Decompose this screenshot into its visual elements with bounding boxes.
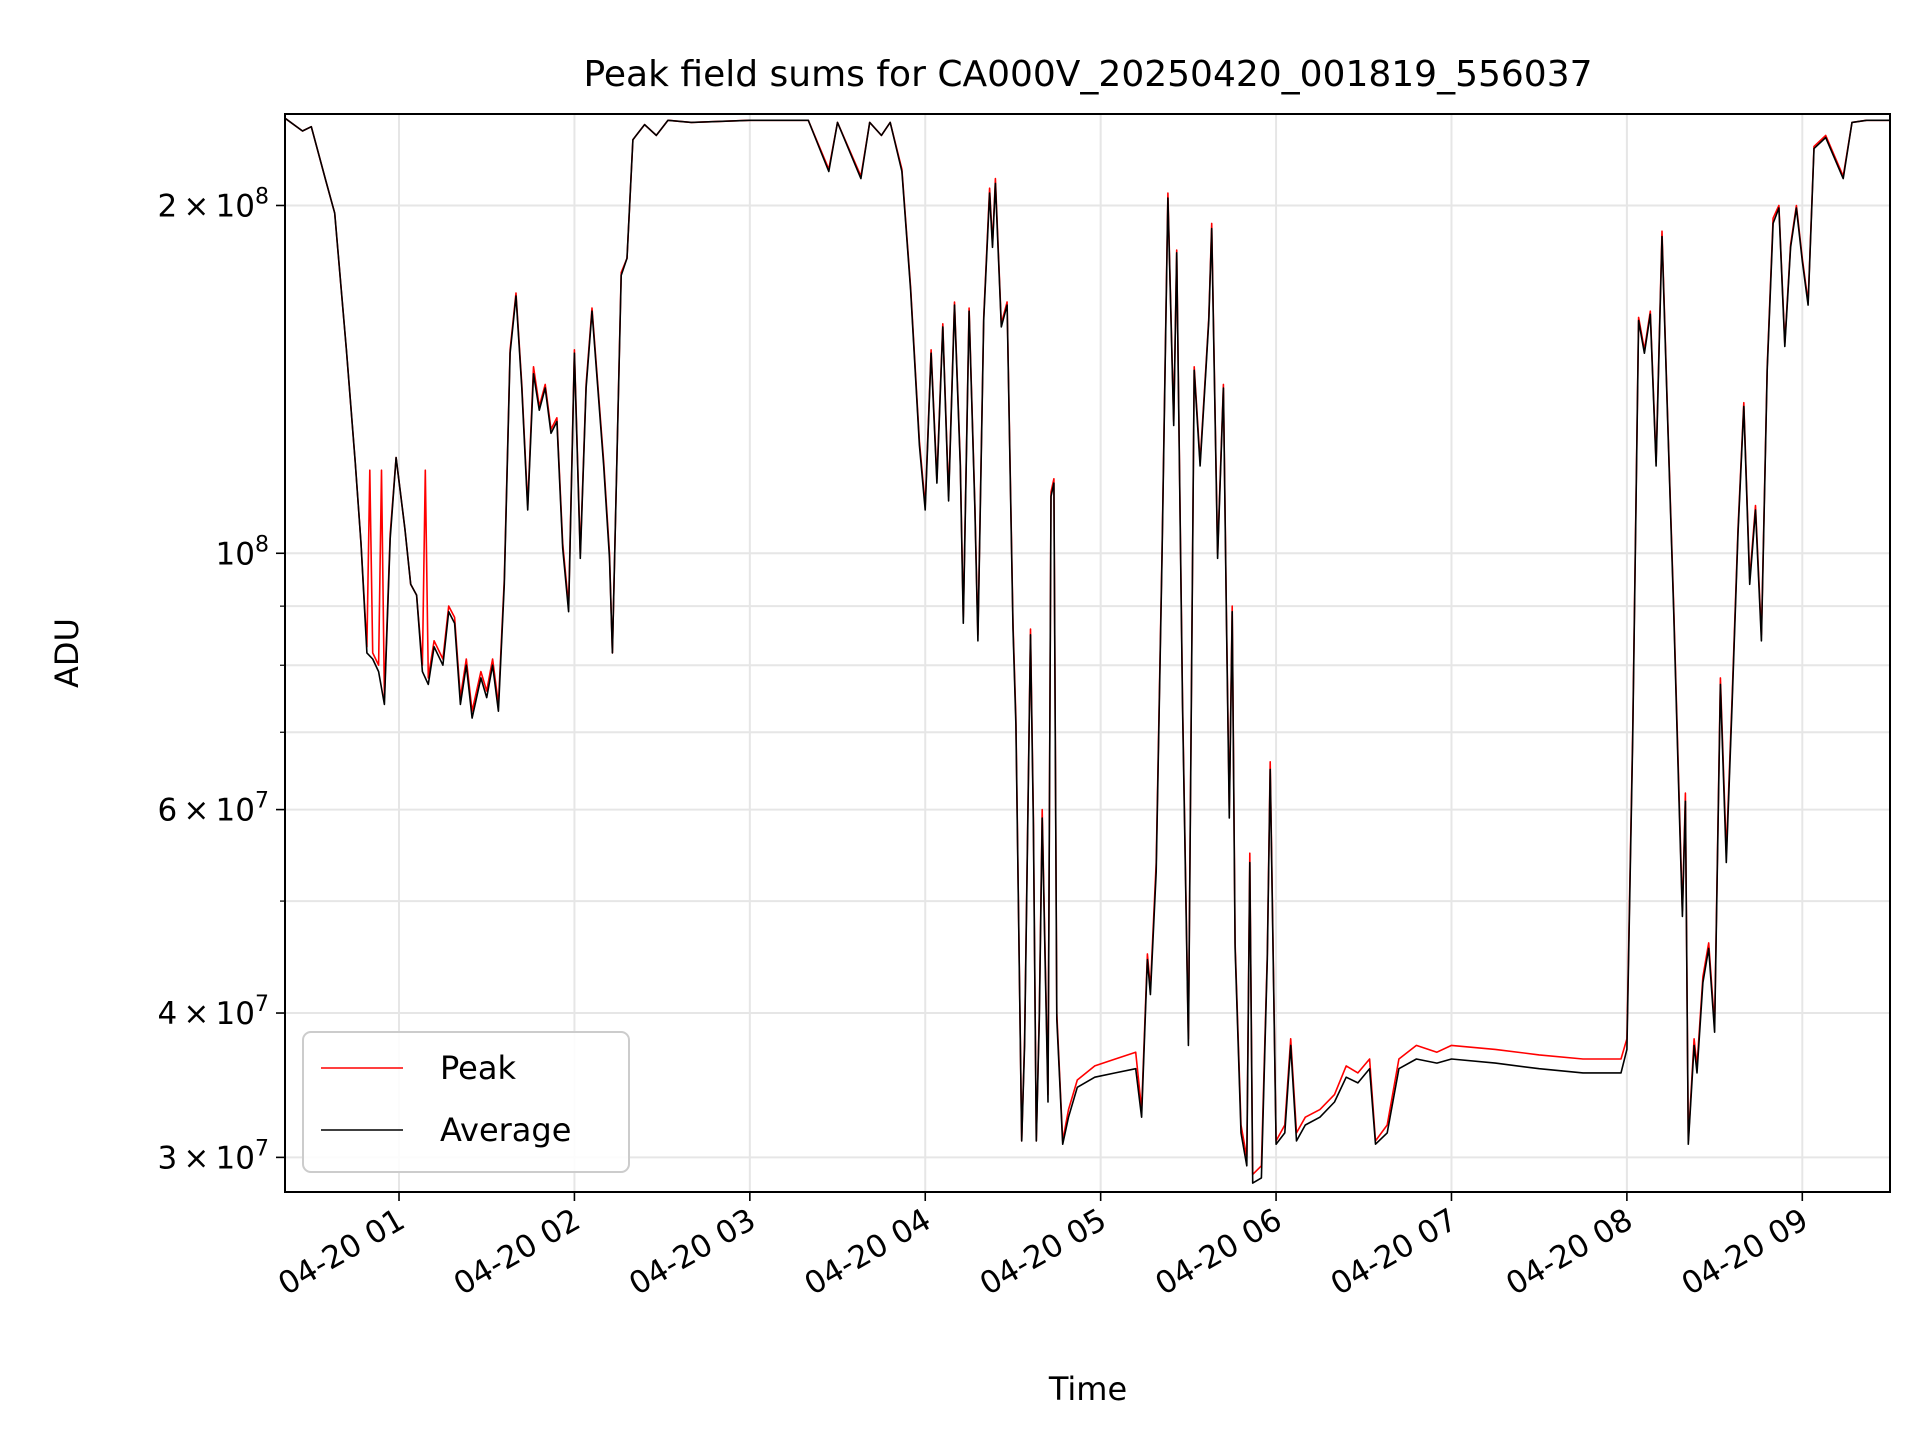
y-axis-label: ADU <box>48 618 86 688</box>
y-tick-label-3: 108 <box>216 532 269 572</box>
series-line-average <box>284 117 1890 1184</box>
series-lines <box>284 117 1890 1184</box>
y-tick-label-2: 6 × 107 <box>157 789 269 829</box>
grid <box>285 114 1890 1192</box>
y-tick-label-4: 2 × 108 <box>157 184 269 224</box>
legend-peak-label: Peak <box>440 1049 516 1087</box>
legend-box <box>302 1031 630 1173</box>
chart-title: Peak field sums for CA000V_20250420_0018… <box>583 54 1592 95</box>
x-axis-label: Time <box>1048 1370 1127 1408</box>
plot-frame <box>284 113 1891 1193</box>
legend: Peak Average <box>302 1031 630 1173</box>
y-tick-label-0: 3 × 107 <box>157 1136 269 1176</box>
y-tick-label-1: 4 × 107 <box>157 992 269 1032</box>
y-axis-ticks: 3 × 107 4 × 107 6 × 107 108 2 × 108 <box>157 184 285 1176</box>
legend-average-label: Average <box>440 1111 571 1149</box>
